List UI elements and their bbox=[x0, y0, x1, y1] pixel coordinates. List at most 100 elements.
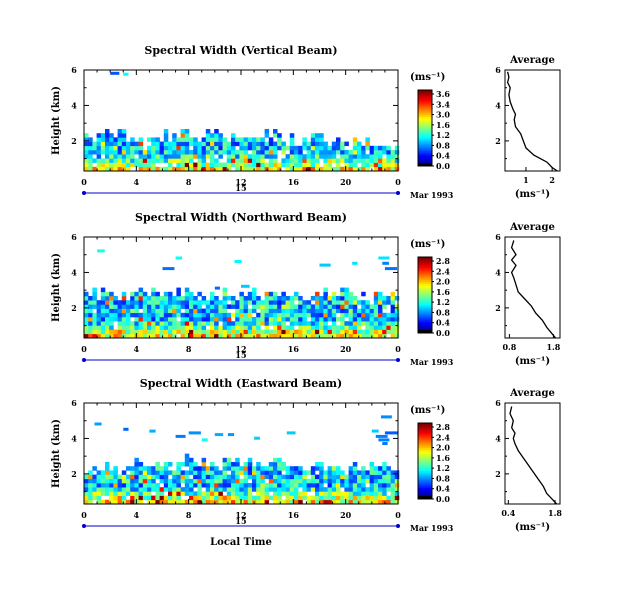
heatmap-cell bbox=[378, 312, 383, 318]
colorbar-swatch bbox=[418, 152, 432, 155]
heatmap-cell bbox=[218, 474, 223, 480]
heatmap-cell bbox=[117, 474, 123, 480]
heatmap-cell bbox=[121, 483, 127, 488]
heatmap-cell bbox=[289, 495, 295, 501]
heatmap-cell bbox=[172, 483, 177, 488]
heatmap-cell bbox=[130, 162, 135, 168]
heatmap-cell bbox=[92, 329, 97, 335]
heatmap-cell bbox=[369, 150, 375, 155]
heatmap-cell bbox=[352, 495, 358, 501]
heatmap-cell bbox=[151, 478, 156, 484]
heatmap-cell bbox=[184, 308, 190, 314]
heatmap-cell bbox=[369, 304, 375, 309]
heatmap-cell bbox=[113, 304, 118, 309]
x-tick-label: 20 bbox=[340, 510, 352, 520]
heatmap-cell bbox=[239, 325, 244, 330]
heatmap-cell bbox=[134, 304, 139, 309]
heatmap-cell bbox=[361, 158, 366, 163]
heatmap-cell bbox=[96, 483, 102, 488]
heatmap-cell bbox=[88, 296, 93, 301]
colorbar-swatch bbox=[418, 304, 432, 307]
heatmap-cell bbox=[92, 474, 97, 480]
heatmap-cell bbox=[84, 137, 89, 142]
heatmap-cell bbox=[205, 466, 211, 471]
heatmap-cell bbox=[222, 150, 228, 155]
heatmap-cell bbox=[277, 487, 282, 492]
heatmap-cell bbox=[151, 145, 156, 151]
heatmap-cell bbox=[163, 474, 169, 480]
heatmap-cell bbox=[365, 154, 370, 159]
heatmap-cell bbox=[159, 145, 165, 151]
heatmap-cell bbox=[84, 145, 89, 151]
heatmap-cell bbox=[361, 166, 366, 172]
heatmap-cell bbox=[222, 137, 228, 142]
heatmap-cell bbox=[226, 333, 232, 339]
heatmap-cell bbox=[285, 308, 291, 314]
heatmap-cell bbox=[155, 304, 160, 309]
heatmap-cell bbox=[96, 470, 102, 475]
colorbar-unit: (ms⁻¹) bbox=[410, 405, 445, 416]
heatmap-cell bbox=[361, 329, 366, 335]
heatmap-cell bbox=[105, 137, 110, 142]
heatmap-cell bbox=[386, 312, 391, 318]
heatmap-cell bbox=[155, 154, 160, 159]
heatmap-cell bbox=[189, 154, 194, 159]
colorbar-swatch bbox=[418, 323, 432, 326]
heatmap-cell bbox=[222, 300, 228, 305]
heatmap-cell bbox=[222, 162, 228, 168]
heatmap-cell bbox=[323, 495, 328, 501]
heatmap-cell bbox=[348, 296, 354, 301]
heatmap-cell bbox=[210, 133, 215, 138]
heatmap-cell bbox=[105, 141, 110, 147]
heatmap-cell bbox=[241, 284, 250, 288]
heatmap-cell bbox=[130, 296, 135, 301]
heatmap-cell bbox=[201, 470, 207, 475]
heatmap-cell bbox=[163, 145, 169, 151]
heatmap-cell bbox=[344, 308, 349, 314]
heatmap-cell bbox=[268, 487, 274, 492]
heatmap-cell bbox=[105, 300, 110, 305]
heatmap-cell bbox=[189, 333, 194, 339]
heatmap-cell bbox=[201, 333, 207, 339]
heatmap-cell bbox=[369, 312, 375, 318]
heatmap-cell bbox=[168, 162, 173, 168]
heatmap-cell bbox=[357, 487, 362, 492]
heatmap-cell bbox=[331, 495, 337, 501]
heatmap-cell bbox=[327, 145, 333, 151]
heatmap-cell bbox=[361, 483, 366, 488]
heatmap-cell bbox=[180, 154, 186, 159]
heatmap-cell bbox=[92, 478, 97, 484]
heatmap-cell bbox=[310, 483, 316, 488]
heatmap-cell bbox=[189, 317, 194, 322]
colorbar-swatch bbox=[418, 445, 432, 449]
heatmap-cell bbox=[239, 141, 244, 147]
x-axis-label: Local Time bbox=[210, 537, 272, 548]
heatmap-cell bbox=[130, 329, 135, 335]
heatmap-cell bbox=[226, 483, 232, 488]
heatmap-cell bbox=[365, 137, 370, 142]
heatmap-cell bbox=[155, 462, 160, 467]
heatmap-cell bbox=[109, 291, 114, 297]
heatmap-cell bbox=[121, 499, 127, 505]
heatmap-cell bbox=[336, 495, 341, 501]
heatmap-cell bbox=[130, 474, 135, 480]
heatmap-cell bbox=[369, 329, 375, 335]
heatmap-cell bbox=[189, 478, 194, 484]
heatmap-cell bbox=[155, 158, 160, 163]
heatmap-cell bbox=[96, 300, 102, 305]
heatmap-cell bbox=[390, 487, 396, 492]
heatmap-cell bbox=[218, 333, 223, 339]
heatmap-cell bbox=[386, 329, 391, 335]
heatmap-cell bbox=[340, 150, 345, 155]
heatmap-cell bbox=[361, 312, 366, 318]
colorbar-swatch bbox=[418, 487, 432, 490]
heatmap-cell bbox=[323, 154, 328, 159]
heatmap-cell bbox=[121, 478, 127, 484]
heatmap-cell bbox=[172, 333, 177, 339]
colorbar-swatch bbox=[418, 485, 432, 488]
heatmap-cell bbox=[100, 158, 106, 163]
heatmap-cell bbox=[302, 308, 307, 314]
heatmap-cell bbox=[390, 491, 396, 496]
heatmap-cell bbox=[105, 470, 110, 475]
heatmap-cell bbox=[193, 470, 198, 475]
